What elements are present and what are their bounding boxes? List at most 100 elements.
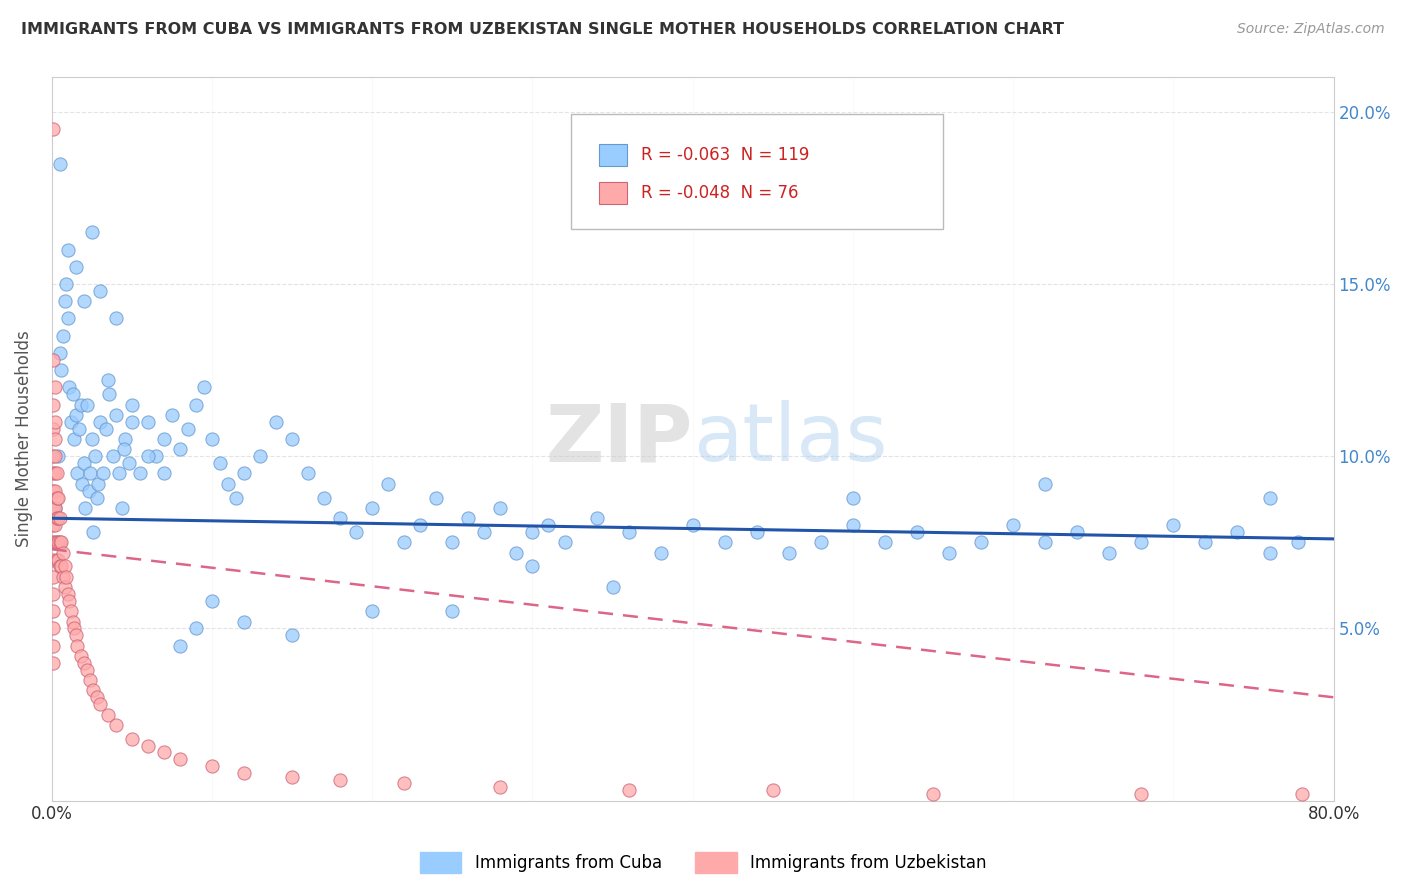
Point [42,122,65,136]
Point [713,535,735,549]
Point [52,546,75,560]
Point [97,374,120,388]
Text: R = -0.048  N = 76: R = -0.048 N = 76 [641,184,799,202]
Point [42,535,65,549]
Point [82,524,104,539]
Point [1286,535,1309,549]
FancyBboxPatch shape [571,113,942,229]
Point [89,697,111,711]
Point [104,311,127,326]
Point [42,639,65,653]
Point [201,759,224,773]
Point [264,415,287,429]
Point [474,524,496,539]
Point [42,570,65,584]
Point [44,449,66,463]
Point [46,535,69,549]
Point [905,524,928,539]
Point [281,770,304,784]
Point [62,387,84,401]
Point [73,656,96,670]
Point [42,518,65,533]
Point [91,467,114,481]
Point [66,467,89,481]
Point [49,535,72,549]
Point [53,294,76,309]
Point [177,422,200,436]
Point [1258,546,1281,560]
Point [42,587,65,601]
Point [45,511,67,525]
Point [42,467,65,481]
Point [96,422,118,436]
Point [225,491,247,505]
Point [441,535,464,549]
Point [121,731,143,746]
Point [104,718,127,732]
Point [1291,787,1313,801]
Text: atlas: atlas [693,400,887,478]
Point [44,535,66,549]
Point [553,535,575,549]
Point [56,311,79,326]
Point [79,673,101,687]
Point [201,432,224,446]
Point [281,432,304,446]
Point [56,243,79,257]
Point [121,398,143,412]
Point [89,415,111,429]
Point [121,415,143,429]
Point [42,422,65,436]
Point [45,491,67,505]
Point [44,500,66,515]
Point [762,783,785,797]
FancyBboxPatch shape [599,144,627,166]
Point [938,546,960,560]
Point [745,524,768,539]
Point [44,500,66,515]
Point [1033,535,1056,549]
Point [45,552,67,566]
Point [42,500,65,515]
Point [63,432,86,446]
Point [778,546,800,560]
Point [617,524,640,539]
Point [153,467,176,481]
Point [73,456,96,470]
Point [361,500,384,515]
Point [329,772,352,787]
Point [65,408,87,422]
Point [1226,524,1249,539]
Point [184,622,207,636]
Point [153,746,176,760]
Point [69,648,91,663]
Point [55,277,77,291]
Legend: Immigrants from Cuba, Immigrants from Uzbekistan: Immigrants from Cuba, Immigrants from Uz… [413,846,993,880]
Point [297,467,319,481]
Point [89,284,111,298]
Point [184,398,207,412]
Point [49,156,72,170]
Point [65,260,87,274]
Point [249,449,271,463]
Point [80,432,103,446]
Point [76,398,98,412]
Point [42,483,65,498]
Point [537,518,560,533]
Point [46,552,69,566]
Point [1033,476,1056,491]
Point [86,491,108,505]
Point [153,432,176,446]
Point [42,552,65,566]
Point [136,415,159,429]
Point [489,780,512,794]
Point [111,500,134,515]
Point [617,783,640,797]
Point [1130,535,1153,549]
Point [489,500,512,515]
Point [51,559,73,574]
Point [104,408,127,422]
Point [59,604,82,618]
Point [201,594,224,608]
Point [145,449,167,463]
